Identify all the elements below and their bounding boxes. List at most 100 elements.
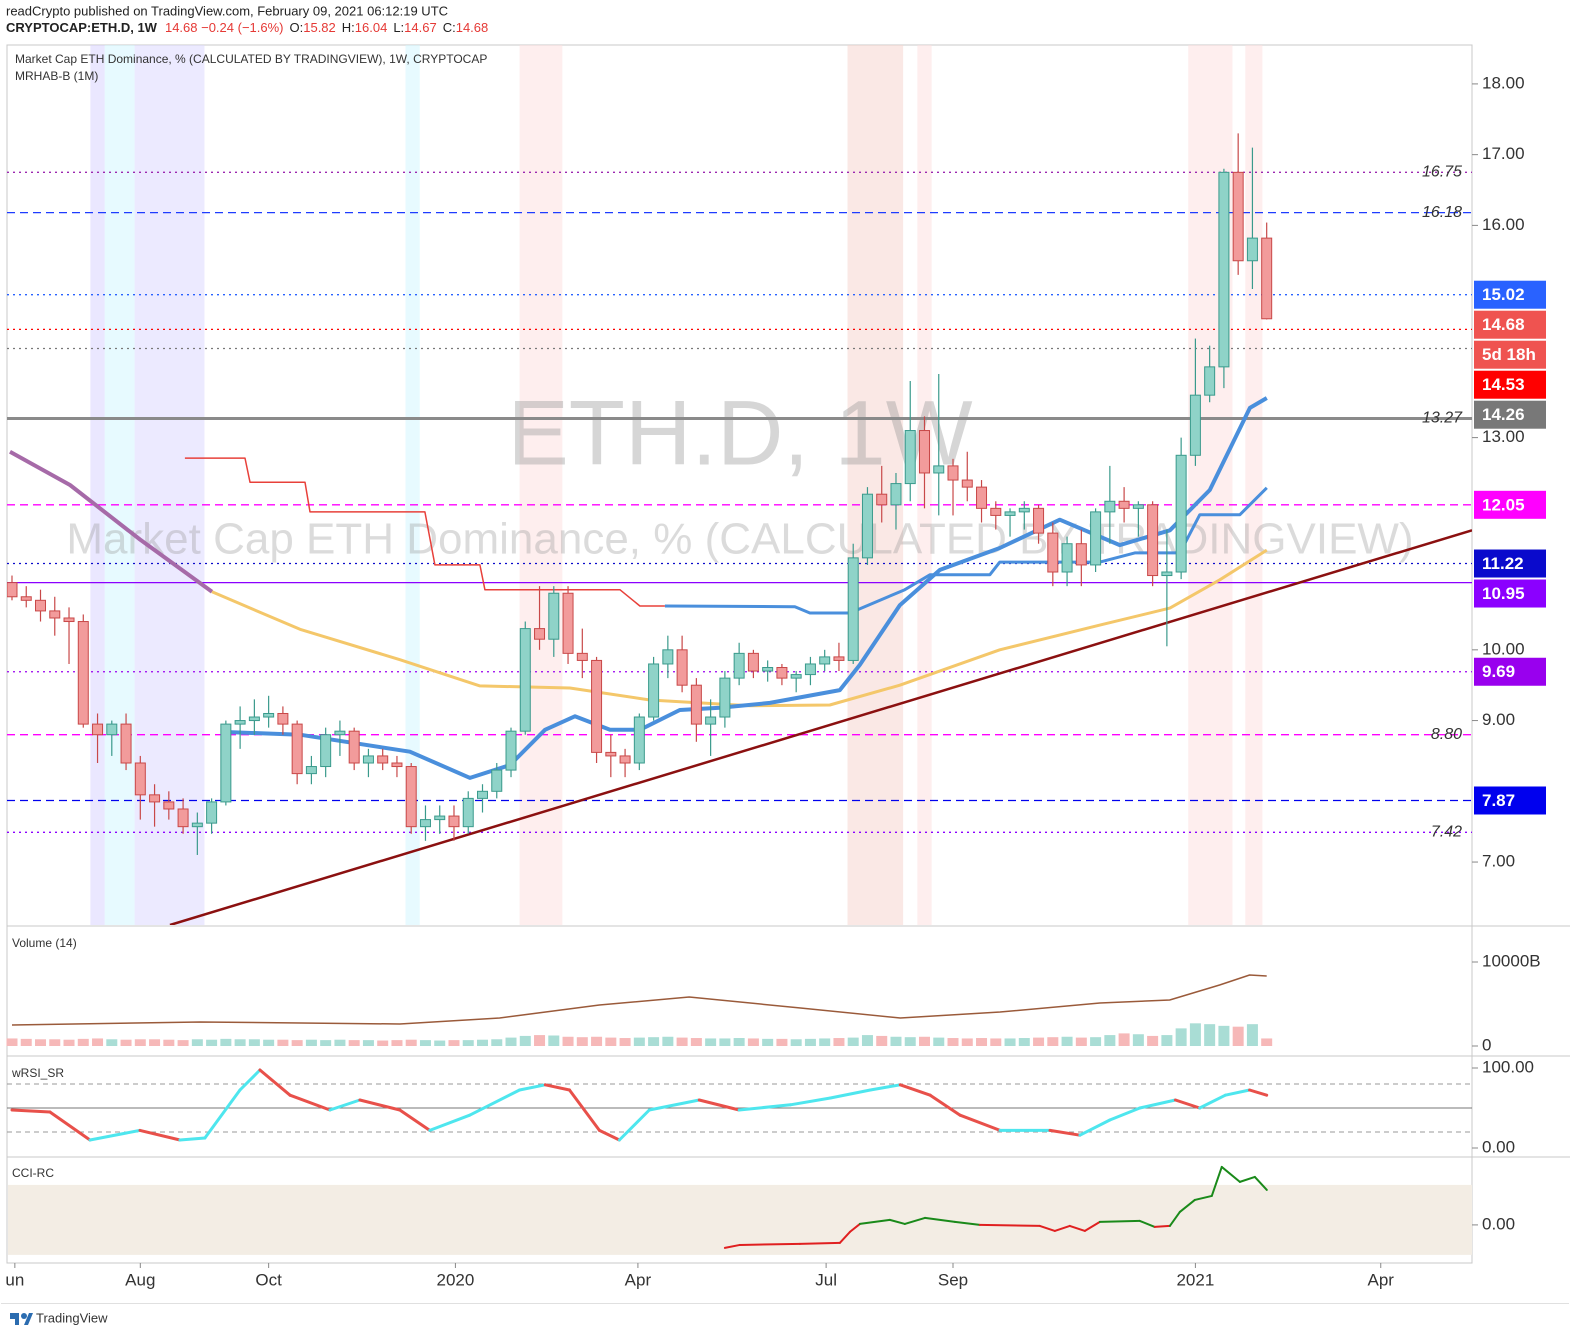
volume-bar xyxy=(1047,1037,1059,1047)
cci-band xyxy=(8,1184,1472,1255)
level-price-box xyxy=(1474,657,1546,686)
candle-body xyxy=(348,730,360,764)
candle-body xyxy=(904,430,916,485)
cci-segment xyxy=(1220,1165,1241,1183)
y-tick-label: 100.00 xyxy=(1482,1057,1534,1076)
candle-body xyxy=(405,766,417,828)
volume-bar xyxy=(220,1038,232,1047)
symbol-quote: CRYPTOCAP:ETH.D, 1W 14.68 −0.24 (−1.6%) O:… xyxy=(6,20,488,35)
volume-bar xyxy=(20,1038,32,1047)
candle-body xyxy=(662,649,674,665)
candle-body xyxy=(976,486,988,509)
candle-body xyxy=(1232,171,1244,262)
volume-bar xyxy=(947,1038,959,1047)
candle-body xyxy=(92,723,104,736)
pane-title: wRSI_SR xyxy=(11,1066,64,1080)
volume-bar xyxy=(633,1037,645,1047)
candle-body xyxy=(605,751,617,757)
rsi-segment xyxy=(597,1128,621,1142)
rsi-segment xyxy=(928,1093,962,1117)
symbol: CRYPTOCAP:ETH.D, 1W xyxy=(6,20,158,35)
candle-body xyxy=(1033,507,1045,534)
candle-body xyxy=(804,663,816,676)
rsi-segment xyxy=(288,1093,332,1112)
rsi-segment xyxy=(1223,1088,1252,1097)
candle-body xyxy=(491,769,503,792)
level-price-box-text: 9.69 xyxy=(1482,662,1515,681)
candle-body xyxy=(63,617,75,623)
candle-body xyxy=(833,656,845,661)
ohlc-key: C: xyxy=(443,20,456,35)
candle-body xyxy=(534,628,546,640)
y-tick-label: 16.00 xyxy=(1482,215,1525,234)
candle-body xyxy=(619,755,631,764)
candle-body xyxy=(263,712,275,718)
cci-segment xyxy=(978,1223,1041,1227)
cci-segment xyxy=(1098,1219,1141,1223)
candle-body xyxy=(1018,507,1030,513)
volume-bar xyxy=(106,1039,118,1047)
rsi-segment xyxy=(898,1083,932,1097)
candle-body xyxy=(35,599,47,612)
volume-bar xyxy=(1175,1028,1187,1047)
rsi-segment xyxy=(697,1098,741,1112)
overlay: Market Cap ETH Dominance, % (CALCULATED … xyxy=(5,52,1546,1289)
candle-body xyxy=(477,790,489,799)
volume-bar xyxy=(1132,1034,1144,1047)
candle-body xyxy=(177,808,189,828)
volume-bar xyxy=(234,1039,246,1047)
volume-bar xyxy=(348,1040,360,1047)
signal-highlight xyxy=(1245,45,1263,925)
level-price-box-text: 7.87 xyxy=(1482,791,1515,810)
volume-bar xyxy=(876,1035,888,1047)
candle-body xyxy=(77,621,89,725)
rsi-segment xyxy=(958,1113,1002,1132)
volume-bar xyxy=(690,1038,702,1047)
level-label: 13.27 xyxy=(1422,410,1463,427)
volume-bar xyxy=(747,1038,759,1047)
volume-bar xyxy=(305,1039,317,1047)
volume-bar xyxy=(1204,1024,1216,1047)
candle-body xyxy=(1061,543,1073,573)
rsi-segment xyxy=(88,1128,142,1142)
rsi-segment xyxy=(868,1083,902,1092)
rsi-segment xyxy=(567,1088,601,1132)
volume-bar xyxy=(790,1039,802,1047)
volume-bar xyxy=(1090,1037,1102,1047)
volume-bar xyxy=(519,1035,531,1047)
ohlc-value: 14.68 xyxy=(456,20,489,35)
x-tick-label: Apr xyxy=(1368,1270,1395,1289)
candle-body xyxy=(120,723,132,764)
candle-body xyxy=(234,720,246,725)
volume-bar xyxy=(833,1038,845,1047)
rsi-segment xyxy=(737,1103,792,1112)
y-tick-label: 10000B xyxy=(1482,951,1541,970)
x-tick-label: Oct xyxy=(255,1270,282,1289)
volume-bar xyxy=(733,1038,745,1047)
ohlc-value: 15.82 xyxy=(303,20,336,35)
candle-body xyxy=(7,582,18,598)
candle-body xyxy=(1261,237,1273,320)
volume-bar xyxy=(248,1039,260,1047)
x-tick-label: Jul xyxy=(815,1270,837,1289)
cci-segment xyxy=(1238,1175,1256,1183)
candle-body xyxy=(134,762,146,796)
legend-text: MRHAB-B (1M) xyxy=(15,69,98,83)
candle-body xyxy=(1204,366,1216,396)
candle-body xyxy=(790,674,802,679)
candle-body xyxy=(106,723,118,736)
rsi-segment xyxy=(468,1088,522,1117)
cci-segment xyxy=(1038,1224,1056,1232)
candle-body xyxy=(419,819,431,828)
level-price-box xyxy=(1474,786,1546,815)
volume-bar xyxy=(961,1038,973,1047)
candle-body xyxy=(377,755,389,764)
y-tick-label: 18.00 xyxy=(1482,73,1525,92)
volume-bar xyxy=(1261,1038,1273,1047)
volume-bar xyxy=(933,1037,945,1047)
candle-body xyxy=(1090,511,1102,566)
candle-body xyxy=(591,659,603,753)
candle-body xyxy=(1246,237,1258,262)
ohlc-key: O: xyxy=(290,20,304,35)
pane-title: Volume (14) xyxy=(12,936,77,950)
